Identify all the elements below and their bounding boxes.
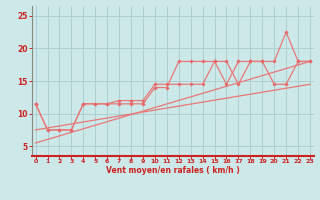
X-axis label: Vent moyen/en rafales ( km/h ): Vent moyen/en rafales ( km/h ) bbox=[106, 166, 240, 175]
